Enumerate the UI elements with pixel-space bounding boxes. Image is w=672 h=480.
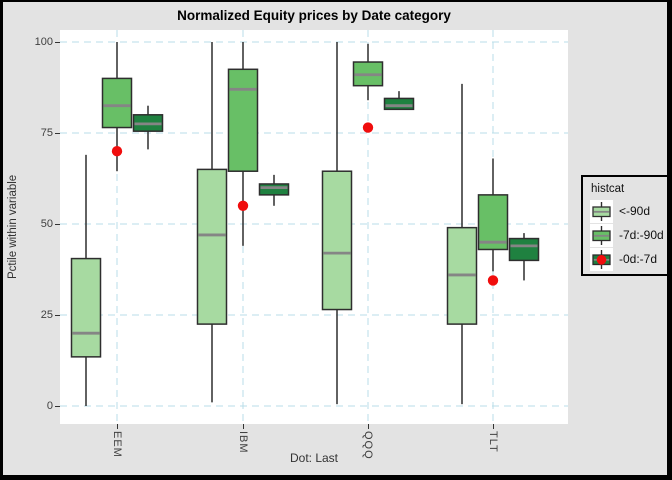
x-axis-tick [242, 424, 244, 429]
legend-key-boxplot-icon [590, 199, 613, 223]
x-axis-tick [367, 424, 369, 429]
x-tick-label-QQQ: QQQ [362, 431, 374, 460]
plot-background: Normalized Equity prices by Date categor… [3, 2, 669, 475]
legend-label: -0d:-7d [619, 252, 658, 266]
y-axis-tick [55, 41, 60, 43]
y-tick-label: 25 [40, 308, 53, 321]
x-tick-label-IBM: IBM [237, 431, 249, 454]
y-tick-label: 50 [40, 217, 53, 230]
last-dot-IBM [237, 200, 249, 211]
box-IBM--0d:-7d [258, 183, 290, 196]
y-tick-label: 0 [46, 399, 53, 412]
legend-label: -7d:-90d [619, 228, 664, 242]
box-EEM-<-90d [70, 257, 102, 358]
legend-item: <-90d [590, 199, 667, 223]
y-axis-tick [55, 314, 60, 316]
plot-panel [60, 30, 568, 424]
box-EEM--7d:-90d [101, 77, 133, 129]
legend-rows: <-90d -7d:-90d -0d:-7d [583, 199, 667, 271]
legend-item: -7d:-90d [590, 223, 667, 247]
x-axis-tick [492, 424, 494, 429]
box-QQQ--0d:-7d [383, 97, 415, 111]
legend-key-boxplot-icon [590, 247, 613, 271]
y-tick-label: 100 [34, 35, 53, 48]
box-TLT--7d:-90d [477, 194, 509, 251]
y-axis-tick [55, 405, 60, 407]
legend-title: histcat [591, 183, 625, 195]
legend-item: -0d:-7d [590, 247, 667, 271]
legend-key-boxplot-icon [590, 223, 613, 247]
y-axis-tick [55, 132, 60, 134]
last-dot-EEM [111, 146, 123, 157]
last-dot-QQQ [362, 122, 374, 133]
y-axis-tick [55, 223, 60, 225]
x-axis-tick [116, 424, 118, 429]
box-IBM-<-90d [196, 168, 228, 325]
x-tick-label-EEM: EEM [111, 431, 123, 458]
last-dot-TLT [487, 275, 499, 286]
box-QQQ-<-90d [321, 170, 353, 311]
box-IBM--7d:-90d [227, 68, 259, 172]
legend-label: <-90d [619, 204, 651, 218]
y-tick-label: 75 [40, 126, 53, 139]
boxplot-svg [60, 30, 568, 424]
legend: histcat <-90d -7d:-90d -0d:-7d [581, 175, 669, 276]
box-TLT--0d:-7d [508, 237, 540, 262]
x-axis-title: Dot: Last [289, 451, 339, 465]
x-tick-label-TLT: TLT [487, 431, 499, 453]
chart-title: Normalized Equity prices by Date categor… [177, 8, 451, 23]
